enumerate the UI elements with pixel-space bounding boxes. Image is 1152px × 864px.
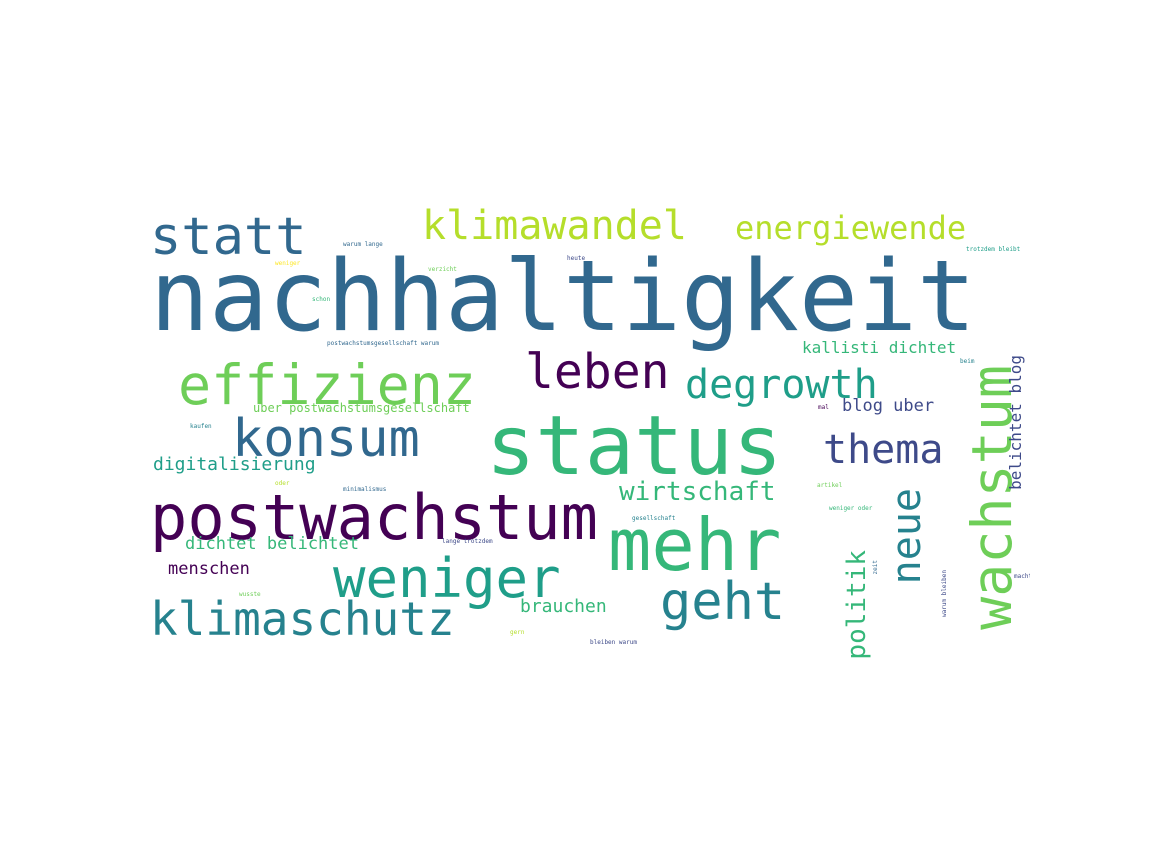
word: leben bbox=[525, 344, 670, 400]
word: klimawandel bbox=[422, 203, 687, 249]
word: heute bbox=[567, 255, 586, 262]
word: gesellschaft bbox=[632, 515, 676, 522]
word: blog uber bbox=[842, 396, 935, 416]
word: geht bbox=[660, 572, 786, 632]
word: warum bleiben bbox=[941, 570, 948, 617]
word: wusste bbox=[239, 591, 261, 598]
word: thema bbox=[823, 427, 944, 473]
word: menschen bbox=[168, 559, 250, 579]
word-cloud: nachhaltigkeit status postwachstum mehr … bbox=[150, 200, 1030, 660]
word: postwachstum bbox=[150, 481, 598, 554]
word: macht bbox=[1014, 573, 1030, 580]
word: weniger bbox=[333, 547, 561, 610]
word: verzicht bbox=[428, 266, 457, 273]
word: wirtschaft bbox=[619, 477, 776, 507]
word: dichtet belichtet bbox=[185, 534, 359, 554]
word: weniger oder bbox=[829, 505, 873, 512]
word: belichtet blog bbox=[1006, 355, 1025, 490]
word: nachhaltigkeit bbox=[150, 240, 977, 354]
word: uber postwachstumsgesellschaft bbox=[253, 401, 470, 415]
word: trotzdem bleibt bbox=[966, 246, 1021, 253]
word: bleiben warum bbox=[590, 639, 637, 646]
word: beim bbox=[960, 358, 975, 365]
word: digitalisierung bbox=[153, 454, 316, 475]
word: warum lange bbox=[343, 241, 383, 248]
word: effizienz bbox=[178, 353, 477, 417]
word: konsum bbox=[232, 409, 420, 469]
word: kallisti dichtet bbox=[802, 338, 957, 357]
word: klimaschutz bbox=[150, 592, 455, 646]
word: degrowth bbox=[685, 362, 878, 408]
word: politik bbox=[842, 550, 872, 660]
word: minimalismus bbox=[343, 486, 387, 493]
word: schon bbox=[312, 296, 331, 303]
word: weniger bbox=[275, 260, 301, 267]
word: mal bbox=[818, 404, 829, 411]
word: oder bbox=[275, 480, 290, 487]
word: kaufen bbox=[190, 423, 212, 430]
word: artikel bbox=[817, 482, 843, 489]
word: postwachstumsgesellschaft warum bbox=[327, 340, 439, 347]
word: zeit bbox=[872, 560, 879, 575]
word: statt bbox=[150, 207, 307, 267]
word: lange trotzdem bbox=[442, 538, 493, 545]
word: mehr bbox=[608, 503, 782, 587]
word: brauchen bbox=[520, 596, 607, 617]
word: status bbox=[486, 399, 783, 494]
word: gern bbox=[510, 629, 525, 636]
word: energiewende bbox=[735, 209, 967, 247]
word: neue bbox=[884, 488, 930, 585]
